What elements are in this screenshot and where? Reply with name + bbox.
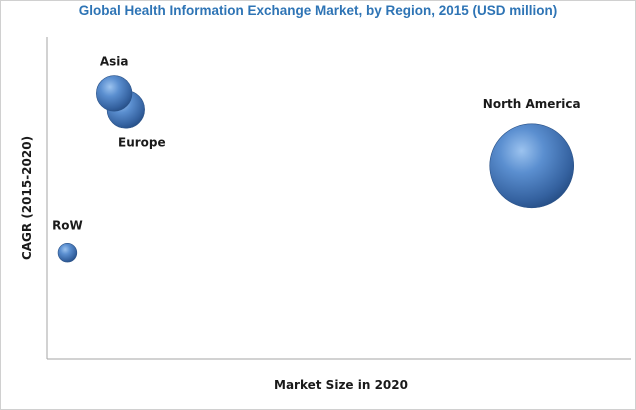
chart-title: Global Health Information Exchange Marke… [78, 3, 558, 18]
bubble-group [57, 75, 575, 263]
bubble-label-asia: Asia [100, 54, 129, 68]
bubble-label-row: RoW [52, 219, 83, 233]
bubble-row [57, 243, 78, 263]
bubble-north-america [489, 123, 575, 209]
bubble-label-europe: Europe [118, 135, 166, 149]
bubble-asia [96, 75, 133, 112]
bubble-label-north-america: North America [483, 97, 581, 111]
bubble-label-group: North America Asia Europe RoW [52, 54, 581, 232]
x-axis-label: Market Size in 2020 [274, 378, 408, 392]
y-axis-label: CAGR (2015-2020) [20, 136, 34, 260]
